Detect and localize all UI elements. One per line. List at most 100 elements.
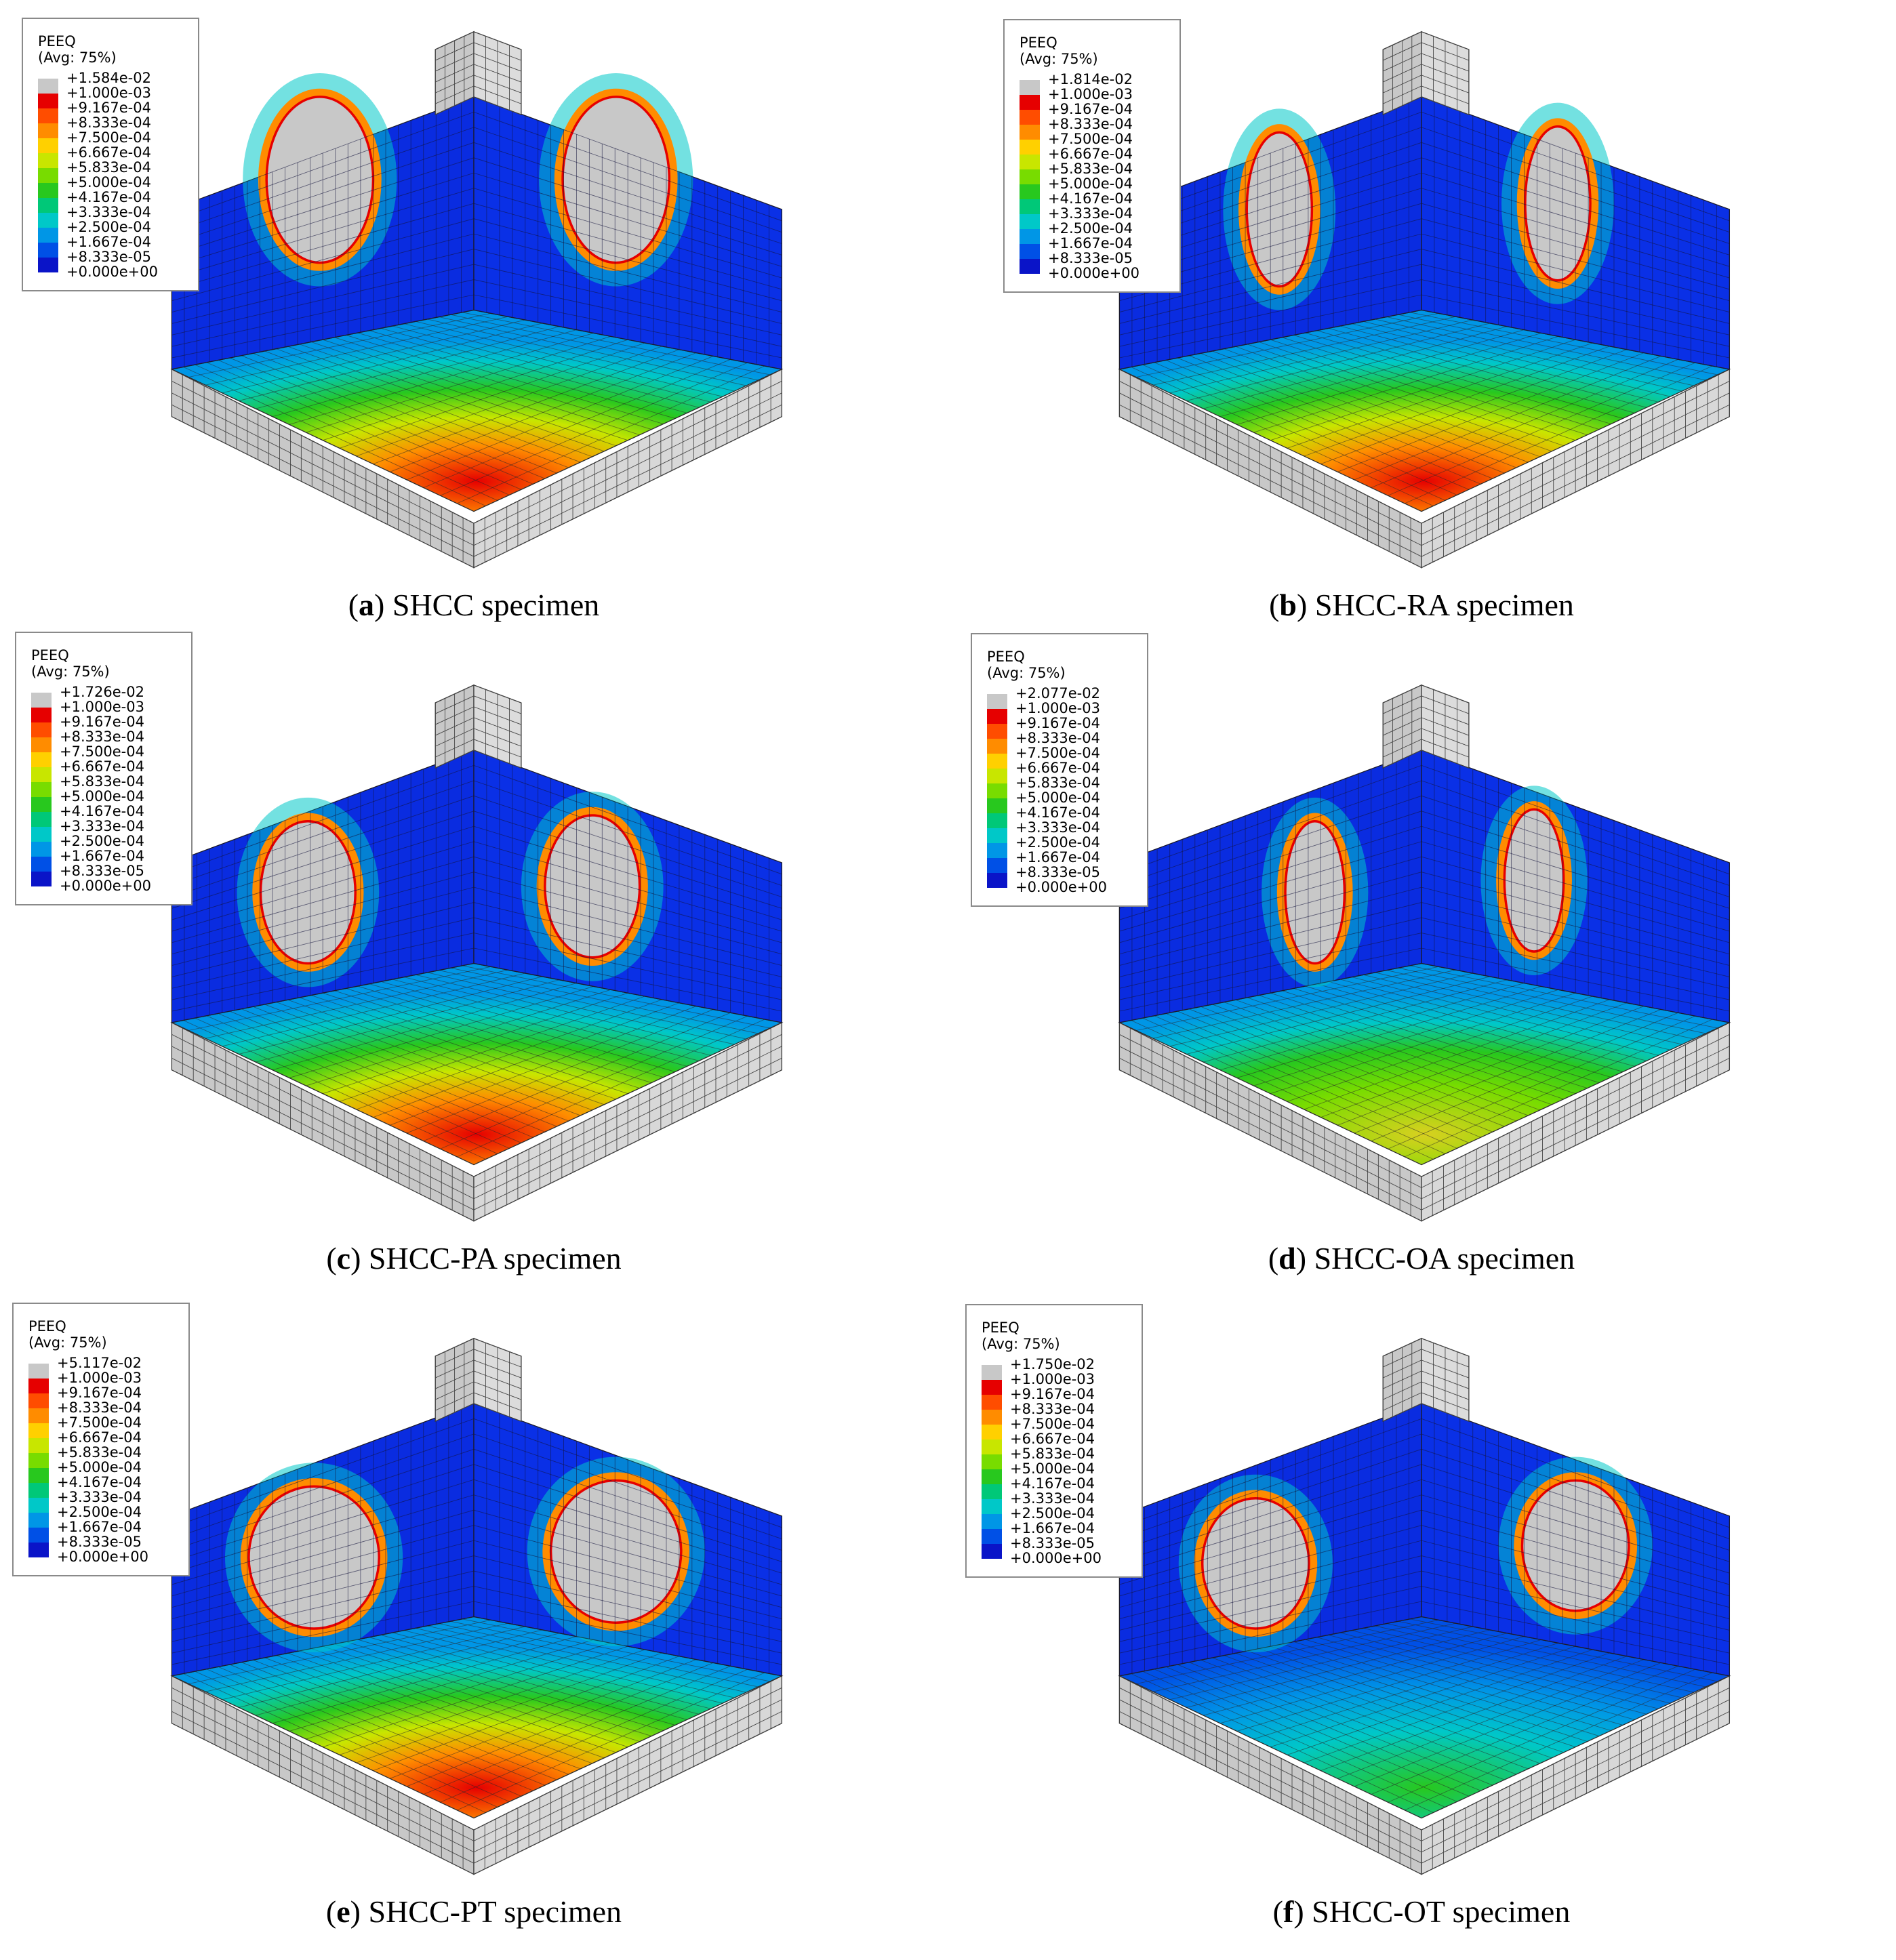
legend-swatch xyxy=(982,1425,1002,1440)
legend-level-value: +8.333e-04 xyxy=(1010,1401,1095,1417)
legend-swatch xyxy=(38,94,58,108)
legend-max-value: +1.584e-02 xyxy=(66,70,151,86)
legend-swatch xyxy=(1020,110,1040,125)
legend-swatch xyxy=(1020,214,1040,229)
panel-caption-text: SHCC-RA specimen xyxy=(1314,588,1574,622)
legend-level-value: +1.000e-03 xyxy=(1048,86,1133,102)
legend-swatch xyxy=(987,739,1007,754)
legend-swatch xyxy=(28,1498,49,1513)
legend-swatch xyxy=(28,1513,49,1528)
specimen-mesh xyxy=(1118,1337,1731,1875)
legend-swatch xyxy=(1020,95,1040,110)
legend-level-value: +6.667e-04 xyxy=(1015,760,1100,776)
legend-level-value: +8.333e-04 xyxy=(1048,116,1133,132)
legend-level-value: +8.333e-04 xyxy=(1015,730,1100,746)
legend-level-value: +0.000e+00 xyxy=(57,1549,148,1565)
legend-colorbar xyxy=(1020,79,1040,274)
legend-swatch xyxy=(1020,169,1040,184)
legend-swatch xyxy=(31,782,52,797)
legend-level-value: +1.667e-04 xyxy=(1048,235,1133,251)
legend-swatch xyxy=(38,258,58,272)
legend-swatch xyxy=(31,857,52,872)
legend-swatch xyxy=(982,1454,1002,1469)
legend-swatch xyxy=(31,767,52,782)
legend-level-value: +4.167e-04 xyxy=(60,803,144,819)
legend-swatch xyxy=(28,1364,49,1379)
legend-swatch xyxy=(1020,155,1040,169)
legend-swatch xyxy=(1020,184,1040,199)
legend-swatch xyxy=(38,183,58,198)
legend-level-value: +3.333e-04 xyxy=(57,1489,142,1505)
legend-level-value: +5.000e-04 xyxy=(66,174,151,190)
legend-swatch xyxy=(987,709,1007,724)
legend-variable: PEEQ xyxy=(982,1320,1020,1336)
legend-level-value: +4.167e-04 xyxy=(1010,1475,1095,1492)
legend-swatch xyxy=(28,1453,49,1468)
legend-colorbar xyxy=(987,693,1007,888)
legend-level-value: +3.333e-04 xyxy=(66,204,151,220)
legend-level-value: +8.333e-05 xyxy=(57,1534,142,1550)
legend-max-value: +1.814e-02 xyxy=(1048,71,1133,87)
panel-letter: d xyxy=(1278,1241,1296,1275)
legend-level-value: +6.667e-04 xyxy=(66,144,151,161)
legend-level-value: +3.333e-04 xyxy=(1015,819,1100,836)
legend-level-value: +1.000e-03 xyxy=(1015,700,1100,716)
fe-contour-plot xyxy=(170,684,784,1222)
panel-caption-text: SHCC-PA specimen xyxy=(368,1241,622,1275)
legend-swatch xyxy=(28,1379,49,1393)
legend-level-value: +8.333e-04 xyxy=(66,115,151,131)
panel-caption-text: SHCC specimen xyxy=(392,588,600,622)
legend-level-value: +7.500e-04 xyxy=(57,1414,142,1431)
legend-level-value: +2.500e-04 xyxy=(57,1504,142,1520)
legend-level-value: +6.667e-04 xyxy=(1048,146,1133,162)
legend-swatch xyxy=(31,797,52,812)
legend-swatch xyxy=(38,228,58,243)
specimen-mesh xyxy=(1118,30,1731,569)
panel-caption: (f) SHCC-OT specimen xyxy=(1272,1894,1571,1929)
panel-letter: b xyxy=(1279,588,1297,622)
legend-level-value: +1.000e-03 xyxy=(60,699,144,715)
legend-level-value: +9.167e-04 xyxy=(1048,101,1133,117)
legend-level-value: +1.000e-03 xyxy=(1010,1371,1095,1387)
legend-swatch xyxy=(31,812,52,827)
legend-swatch xyxy=(982,1395,1002,1410)
fe-contour-plot xyxy=(1118,684,1731,1222)
legend-level-value: +2.500e-04 xyxy=(1048,220,1133,237)
legend-max-value: +2.077e-02 xyxy=(1015,685,1100,701)
panel-caption-text: SHCC-PT specimen xyxy=(368,1894,622,1929)
legend-level-value: +7.500e-04 xyxy=(1010,1416,1095,1432)
legend-swatch xyxy=(31,842,52,857)
legend-level-value: +7.500e-04 xyxy=(1048,131,1133,147)
legend-swatch xyxy=(31,722,52,737)
legend-level-value: +0.000e+00 xyxy=(1010,1550,1102,1566)
legend-level-value: +5.000e-04 xyxy=(1015,790,1100,806)
legend-swatch xyxy=(38,138,58,153)
legend-swatch xyxy=(987,828,1007,843)
panel-d: PEEQ (Avg: 75%) +2.077e-02 +1.000e-03 +9.167… xyxy=(948,633,1895,1307)
legend-level-value: +9.167e-04 xyxy=(60,714,144,730)
legend-variable: PEEQ xyxy=(1020,35,1057,51)
legend-level-value: +1.667e-04 xyxy=(1010,1520,1095,1536)
legend-level-value: +0.000e+00 xyxy=(60,878,151,894)
panel-caption: (c) SHCC-PA specimen xyxy=(326,1241,622,1275)
legend-swatch xyxy=(28,1483,49,1498)
legend-level-value: +1.667e-04 xyxy=(60,848,144,864)
legend-level-value: +8.333e-04 xyxy=(60,729,144,745)
legend-swatch xyxy=(1020,244,1040,259)
legend-swatch xyxy=(987,769,1007,783)
legend-level-value: +7.500e-04 xyxy=(66,129,151,146)
legend-swatch xyxy=(38,123,58,138)
specimen-mesh xyxy=(1118,684,1731,1222)
legend-variable: PEEQ xyxy=(28,1318,66,1334)
legend-swatch xyxy=(38,213,58,228)
legend-swatch xyxy=(987,754,1007,769)
peeq-legend: PEEQ (Avg: 75%) +1.814e-02 +1.000e-03 +9.167… xyxy=(1003,19,1181,293)
legend-level-value: +8.333e-04 xyxy=(57,1400,142,1416)
legend-averaging: (Avg: 75%) xyxy=(987,665,1066,681)
legend-swatch xyxy=(31,737,52,752)
peeq-legend: PEEQ (Avg: 75%) +1.726e-02 +1.000e-03 +9.167… xyxy=(15,632,193,905)
legend-level-value: +9.167e-04 xyxy=(1010,1386,1095,1402)
legend-swatch xyxy=(38,198,58,213)
legend-level-value: +3.333e-04 xyxy=(1010,1490,1095,1507)
legend-swatch xyxy=(987,873,1007,888)
